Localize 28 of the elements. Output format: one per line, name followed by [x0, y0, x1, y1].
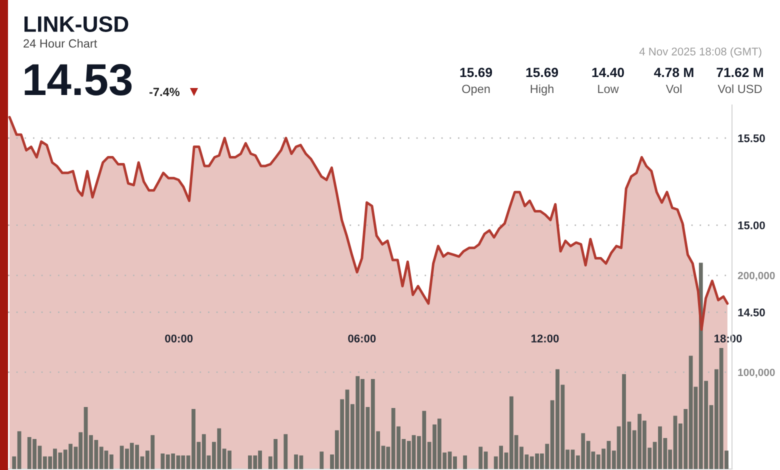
x-tick-label: 18:00 — [714, 334, 742, 342]
text: High — [530, 84, 554, 96]
text: 4.78 M — [654, 68, 694, 78]
bar — [284, 434, 288, 469]
chart-title: LINK-USD — [24, 16, 128, 32]
text: 4 Nov 2025 18:08 (GMT) — [639, 47, 762, 58]
x-tick-label: 06:00 — [348, 334, 376, 342]
text: -7.4% — [149, 88, 180, 96]
text: 14.53 — [24, 64, 132, 96]
bar — [320, 452, 324, 469]
text: Vol USD — [718, 84, 762, 94]
y2-tick-label: 100,000 — [738, 368, 775, 378]
chart-subtitle: 24 Hour Chart — [24, 39, 98, 48]
x-tick-label: 00:00 — [165, 334, 193, 342]
text: 15.69 — [526, 68, 558, 78]
text: 15.69 — [460, 68, 492, 78]
x-tick-label: 12:00 — [531, 334, 559, 342]
bar — [463, 455, 467, 469]
text: Open — [462, 84, 490, 96]
y2-tick-label: 200,000 — [738, 272, 775, 281]
text: ▼ — [190, 88, 198, 96]
text: 71.62 M — [716, 68, 763, 78]
text: 14.40 — [592, 68, 624, 78]
text: Vol — [666, 84, 682, 94]
y-tick-label: 14.50 — [738, 308, 765, 316]
y-tick-label: 15.00 — [738, 221, 765, 230]
text: Low — [598, 84, 619, 94]
y-tick-label: 15.50 — [738, 134, 765, 142]
